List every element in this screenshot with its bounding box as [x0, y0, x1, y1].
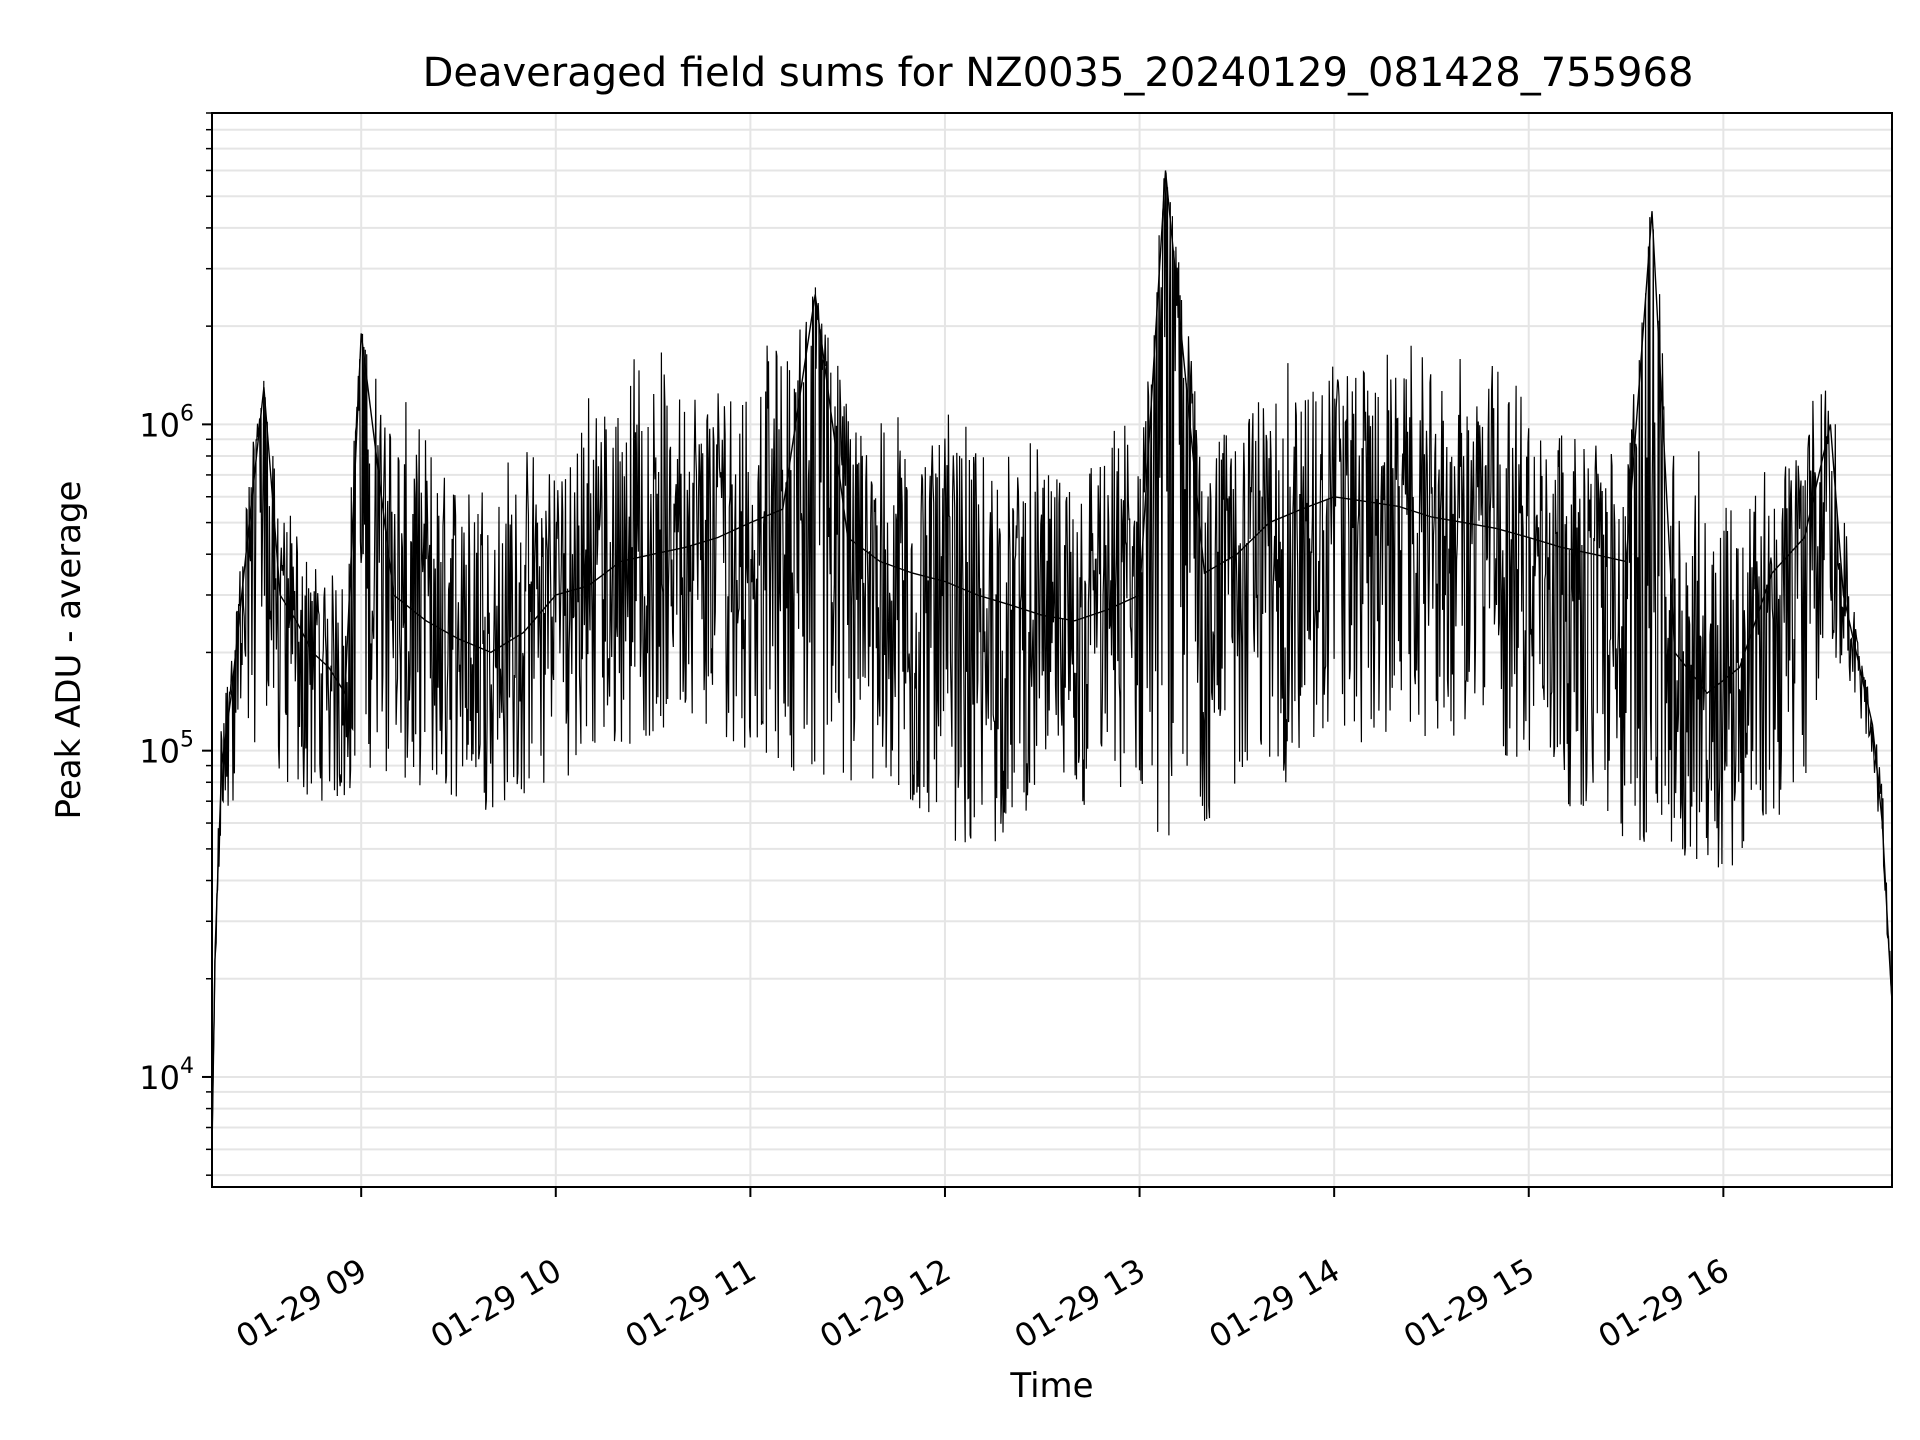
plot-frame — [211, 112, 1893, 1188]
y-axis: 104 105 106 — [139, 112, 212, 1176]
x-axis: 01-29 09 01-29 10 01-29 11 01-29 12 01-29 13… — [230, 1187, 1736, 1356]
x-tick-label: 01-29 14 — [1203, 1251, 1347, 1356]
x-tick-label: 01-29 10 — [424, 1251, 568, 1356]
plot-series — [211, 170, 1893, 1150]
y-tick-label: 105 — [139, 728, 194, 771]
y-tick-label: 104 — [139, 1054, 194, 1097]
x-tick-label: 01-29 16 — [1592, 1251, 1736, 1356]
x-tick-label: 01-29 12 — [813, 1251, 957, 1356]
x-tick-label: 01-29 11 — [619, 1251, 763, 1356]
y-axis-label: Peak ADU - average — [49, 481, 89, 820]
chart-title: Deaveraged field sums for NZ0035_2024012… — [423, 50, 1694, 96]
x-tick-label: 01-29 13 — [1008, 1251, 1152, 1356]
x-tick-label: 01-29 15 — [1397, 1251, 1541, 1356]
series-line — [211, 170, 1893, 1150]
y-tick-label: 106 — [139, 401, 194, 444]
x-tick-label: 01-29 09 — [230, 1251, 374, 1356]
series-noise-line — [211, 172, 1893, 1150]
x-axis-label: Time — [1009, 1366, 1093, 1406]
